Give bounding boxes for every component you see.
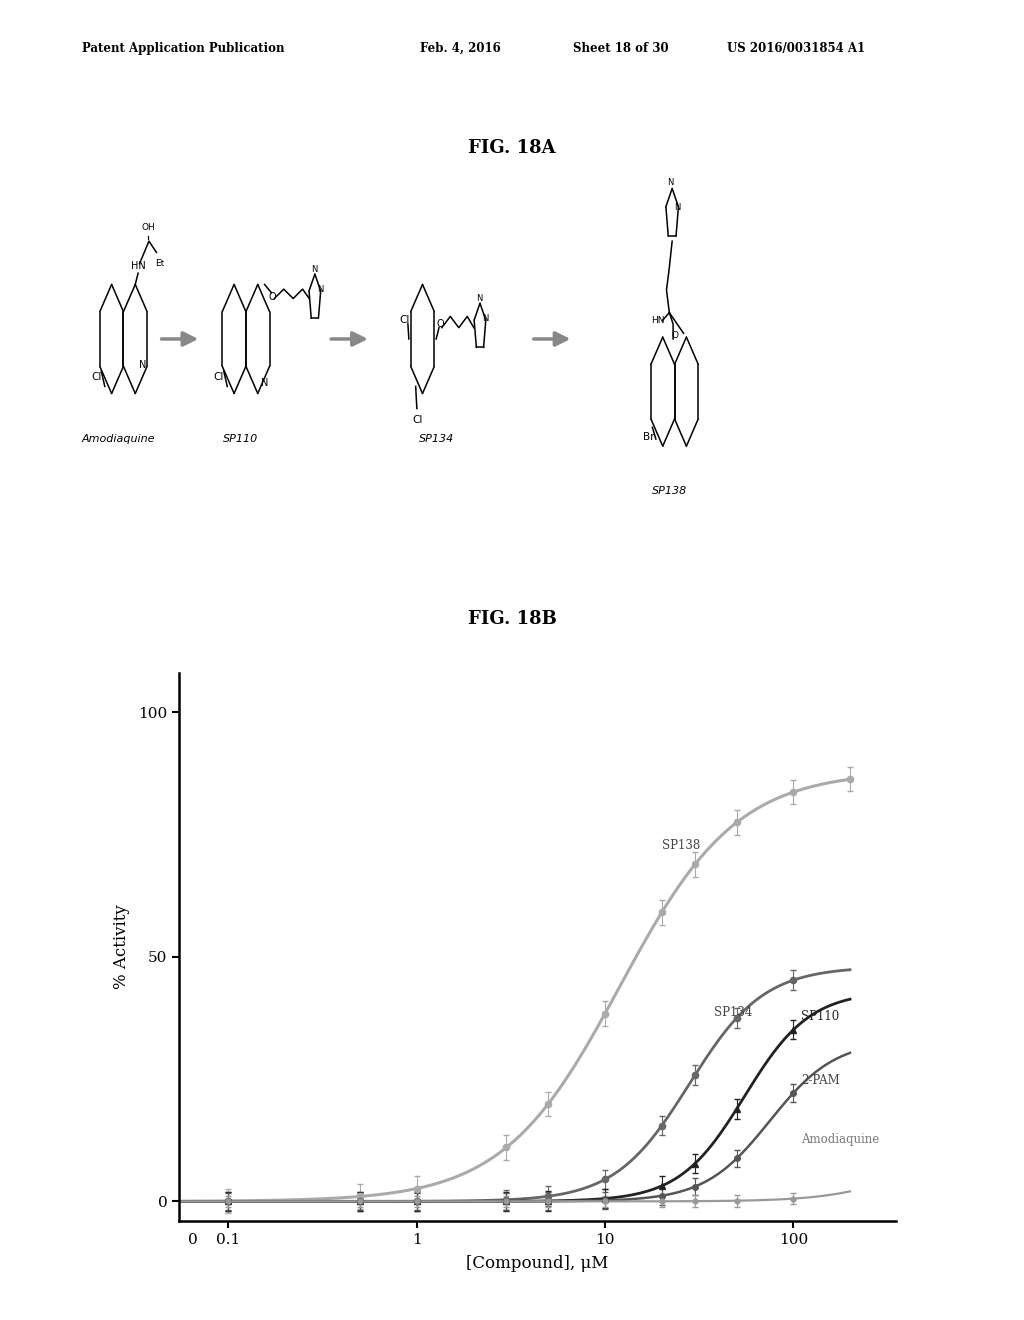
Text: Sheet 18 of 30: Sheet 18 of 30	[573, 42, 669, 55]
Text: FIG. 18A: FIG. 18A	[468, 139, 556, 157]
Text: N: N	[310, 265, 317, 273]
Text: 0: 0	[188, 1233, 198, 1247]
Text: SP110: SP110	[223, 434, 258, 444]
Text: N: N	[138, 359, 146, 370]
Text: Feb. 4, 2016: Feb. 4, 2016	[420, 42, 501, 55]
Text: N: N	[316, 285, 324, 293]
Text: Patent Application Publication: Patent Application Publication	[82, 42, 285, 55]
Text: SP138: SP138	[652, 486, 687, 496]
Text: HN: HN	[651, 315, 665, 325]
Text: SP134: SP134	[715, 1006, 753, 1019]
Text: Amodiaquine: Amodiaquine	[801, 1133, 880, 1146]
Y-axis label: % Activity: % Activity	[113, 904, 130, 990]
Text: Et: Et	[155, 259, 164, 268]
Text: N: N	[675, 203, 681, 211]
Text: O: O	[436, 319, 443, 329]
Text: Cl: Cl	[91, 372, 101, 381]
Text: OH: OH	[141, 223, 155, 232]
Text: SP134: SP134	[419, 434, 455, 444]
Text: FIG. 18B: FIG. 18B	[468, 610, 556, 628]
Text: SP138: SP138	[662, 840, 700, 853]
Text: N: N	[668, 178, 674, 187]
Text: Amodiaquine: Amodiaquine	[82, 434, 156, 444]
Text: O: O	[268, 292, 276, 302]
Text: Cl: Cl	[399, 315, 410, 325]
Text: N: N	[476, 294, 482, 302]
Text: SP110: SP110	[801, 1011, 840, 1023]
Text: Cl: Cl	[413, 414, 423, 425]
Text: 2-PAM: 2-PAM	[801, 1074, 840, 1088]
X-axis label: [Compound], μM: [Compound], μM	[466, 1255, 609, 1272]
Text: O: O	[672, 331, 679, 339]
Text: N: N	[482, 314, 488, 323]
Text: US 2016/0031854 A1: US 2016/0031854 A1	[727, 42, 865, 55]
Text: N: N	[261, 378, 268, 388]
Text: Cl: Cl	[214, 372, 224, 381]
Text: Br: Br	[643, 432, 654, 442]
Text: HN: HN	[131, 260, 145, 271]
